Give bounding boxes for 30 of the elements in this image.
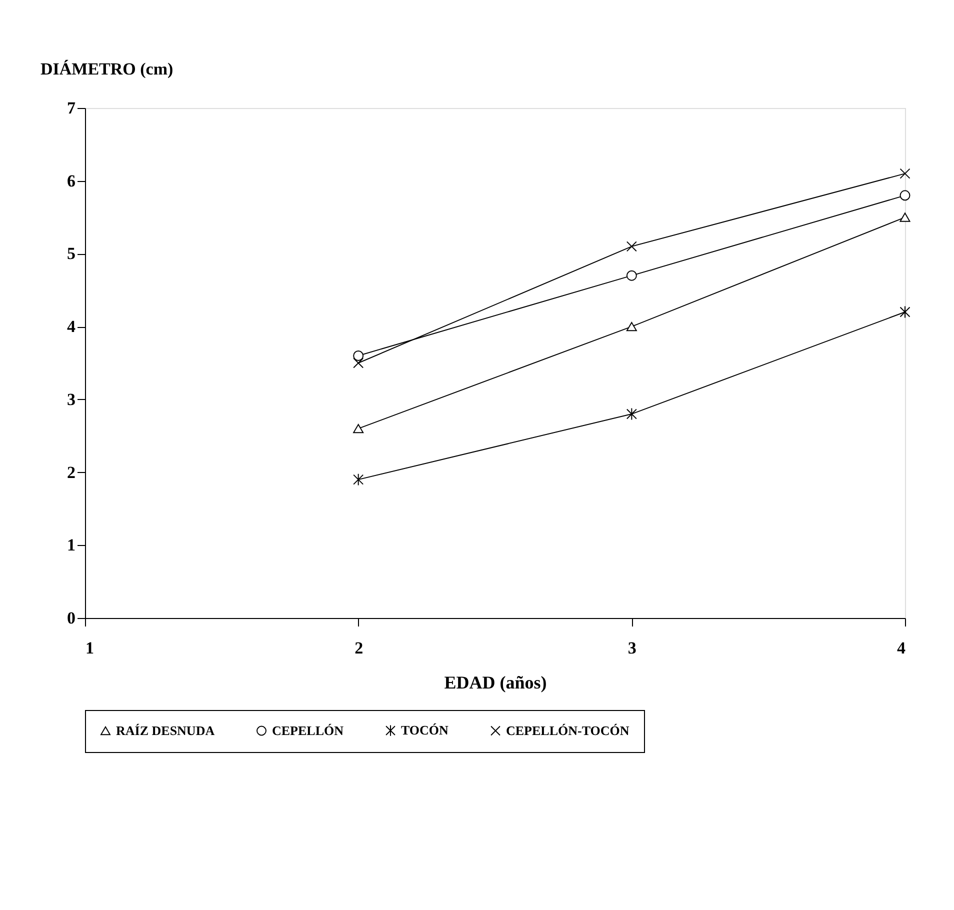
y-tick-label: 2 [67, 462, 76, 482]
y-tick-label: 4 [67, 317, 76, 336]
point [626, 241, 637, 252]
x-tick-label: 1 [86, 638, 94, 658]
point [626, 408, 637, 420]
y-tick-label: 3 [67, 390, 76, 409]
x-tick-label: 2 [354, 638, 364, 658]
point [900, 190, 910, 201]
legend-label: CEPELLÓN-TOCÓN [506, 722, 630, 738]
legend-label: RAÍZ DESNUDA [116, 722, 216, 738]
point [900, 168, 910, 179]
legend-label: TOCÓN [401, 722, 450, 738]
x-axis-title: EDAD (años) [444, 672, 547, 692]
point [900, 212, 910, 222]
y-axis-title: DIÁMETRO (cm) [40, 60, 174, 78]
point [353, 358, 364, 368]
point [353, 424, 364, 434]
point [900, 306, 910, 318]
point [353, 350, 364, 361]
point [626, 270, 637, 281]
y-tick-label: 1 [67, 536, 76, 555]
x-tick-label: 4 [897, 638, 906, 658]
y-tick-label: 6 [67, 171, 76, 190]
y-tick-label: 0 [67, 608, 76, 628]
y-tick-label: 7 [67, 98, 76, 118]
point [353, 473, 364, 486]
legend-label: CEPELLÓN [272, 722, 344, 738]
x-tick-label: 3 [628, 638, 636, 658]
point [626, 322, 637, 332]
y-tick-label: 5 [67, 244, 76, 264]
